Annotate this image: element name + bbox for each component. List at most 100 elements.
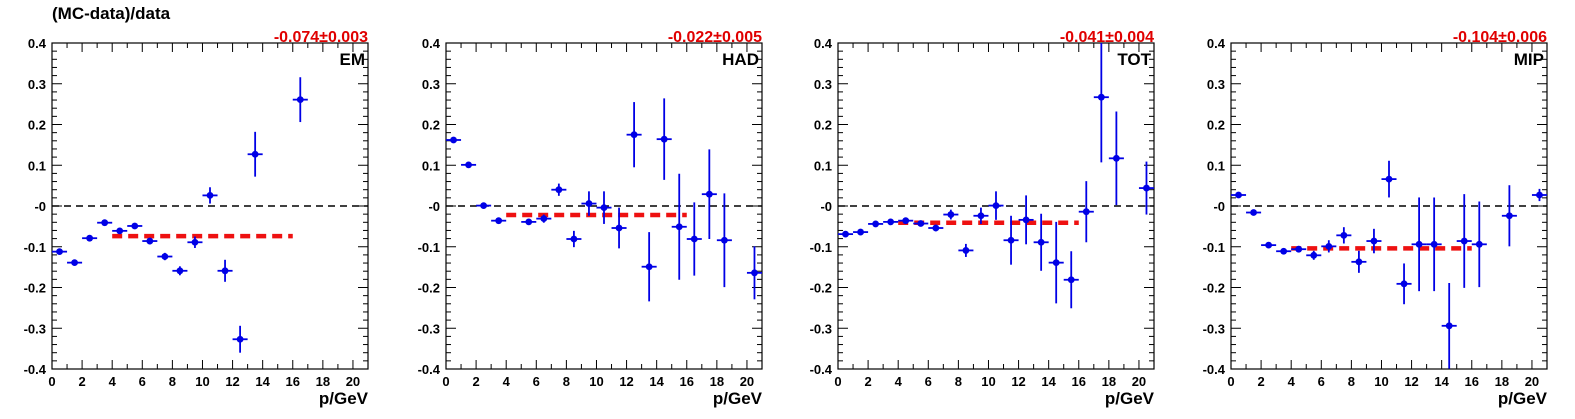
x-tick-label: 0 — [442, 374, 449, 389]
x-tick-label: 0 — [1227, 374, 1234, 389]
y-tick-label: -0.2 — [810, 281, 832, 296]
data-point — [1280, 247, 1288, 255]
data-point — [947, 211, 955, 218]
panel-label: MIP — [1514, 50, 1544, 69]
data-point — [495, 217, 503, 225]
data-point — [1310, 251, 1318, 259]
chart-panel-mip: 0 2 4 6 8 10 12 14 16 18 20 -0.4 -0.3 -0.2 -0.1 -0 0.1 0.… — [1203, 29, 1548, 408]
data-point — [1340, 231, 1348, 239]
data-point — [1400, 280, 1408, 288]
data-point — [932, 224, 940, 232]
data-point — [1007, 236, 1015, 244]
x-tick-label: 20 — [740, 374, 754, 389]
data-point — [480, 202, 488, 209]
x-tick-label: 12 — [1404, 374, 1418, 389]
x-tick-label: 0 — [834, 374, 841, 389]
data-point — [146, 237, 154, 245]
x-tick-label: 12 — [225, 374, 239, 389]
y-tick-label: -0.3 — [1203, 321, 1225, 336]
data-point — [1385, 175, 1393, 183]
x-tick-label: 18 — [710, 374, 724, 389]
panel-label: EM — [340, 50, 366, 69]
data-point — [86, 234, 94, 242]
data-point — [962, 247, 970, 254]
data-point — [101, 219, 109, 227]
data-point — [1143, 184, 1150, 192]
y-tick-label: 0.2 — [422, 118, 440, 133]
y-tick-label: -0.4 — [24, 362, 47, 377]
x-tick-label: 6 — [1318, 374, 1325, 389]
y-tick-label: -0.4 — [1203, 362, 1226, 377]
data-point — [1097, 93, 1105, 101]
data-point — [236, 335, 244, 343]
data-point — [540, 215, 548, 223]
x-axis-label: p/GeV — [319, 389, 369, 408]
data-point — [1475, 240, 1483, 248]
data-point — [176, 267, 184, 275]
data-point — [1295, 245, 1303, 253]
y-tick-label: 0.2 — [1207, 118, 1225, 133]
y-tick-label: -0.4 — [810, 362, 833, 377]
y-tick-label: -0 — [34, 199, 46, 214]
data-point — [917, 220, 925, 227]
data-point — [161, 253, 169, 260]
x-tick-label: 8 — [169, 374, 176, 389]
chart-panel-had: 0 2 4 6 8 10 12 14 16 18 20 -0.4 -0.3 -0.2 -0.1 -0 0.1 0.… — [418, 29, 763, 408]
data-point — [570, 235, 578, 243]
x-tick-label: 2 — [864, 374, 871, 389]
y-tick-label: -0.2 — [24, 281, 46, 296]
y-tick-label: 0.1 — [814, 158, 832, 173]
data-point — [1355, 258, 1363, 266]
y-tick-label: -0.2 — [418, 281, 440, 296]
chart-panel-em: 0 2 4 6 8 10 12 14 16 18 20 -0.4 -0.3 -0.2 -0.1 -0 0.1 0.… — [24, 29, 369, 408]
y-tick-label: -0.3 — [24, 321, 46, 336]
y-tick-label: -0.4 — [418, 362, 441, 377]
data-point — [1445, 322, 1453, 330]
data-point — [1325, 242, 1333, 250]
data-point — [131, 222, 139, 230]
x-tick-label: 4 — [503, 374, 511, 389]
x-axis-label: p/GeV — [1105, 389, 1155, 408]
x-axis-label: p/GeV — [713, 389, 763, 408]
data-point — [1460, 237, 1468, 245]
data-point — [206, 192, 214, 199]
x-tick-label: 4 — [109, 374, 117, 389]
x-tick-label: 20 — [1525, 374, 1539, 389]
data-point — [251, 150, 259, 158]
data-point — [555, 186, 563, 194]
data-point — [902, 217, 910, 225]
x-tick-label: 16 — [1072, 374, 1086, 389]
x-tick-label: 10 — [1374, 374, 1388, 389]
x-tick-label: 12 — [1011, 374, 1025, 389]
data-point — [660, 135, 668, 143]
data-point — [71, 259, 78, 267]
y-tick-label: -0.1 — [1203, 240, 1225, 255]
data-point — [56, 248, 63, 256]
x-tick-label: 6 — [925, 374, 932, 389]
x-tick-label: 18 — [1495, 374, 1509, 389]
data-points — [52, 77, 308, 353]
data-point — [1082, 208, 1090, 216]
panel-label: HAD — [722, 50, 759, 69]
x-tick-label: 18 — [316, 374, 330, 389]
y-tick-label: 0.4 — [422, 36, 441, 51]
y-tick-label: -0.1 — [418, 240, 440, 255]
x-tick-label: 14 — [1041, 374, 1056, 389]
data-point — [450, 136, 457, 144]
x-tick-label: 14 — [649, 374, 664, 389]
data-point — [1250, 209, 1257, 216]
data-point — [751, 269, 758, 277]
y-tick-label: 0.4 — [28, 36, 47, 51]
data-point — [615, 224, 623, 232]
x-tick-label: 12 — [619, 374, 633, 389]
data-point — [690, 235, 698, 243]
data-points — [1231, 160, 1547, 369]
y-tick-label: 0.1 — [422, 158, 440, 173]
data-point — [1430, 240, 1438, 248]
fit-result-label: -0.074±0.003 — [274, 29, 368, 46]
data-point — [585, 200, 593, 207]
figure-ylabel: (MC-data)/data — [52, 4, 171, 23]
x-tick-label: 6 — [533, 374, 540, 389]
data-point — [842, 230, 849, 238]
